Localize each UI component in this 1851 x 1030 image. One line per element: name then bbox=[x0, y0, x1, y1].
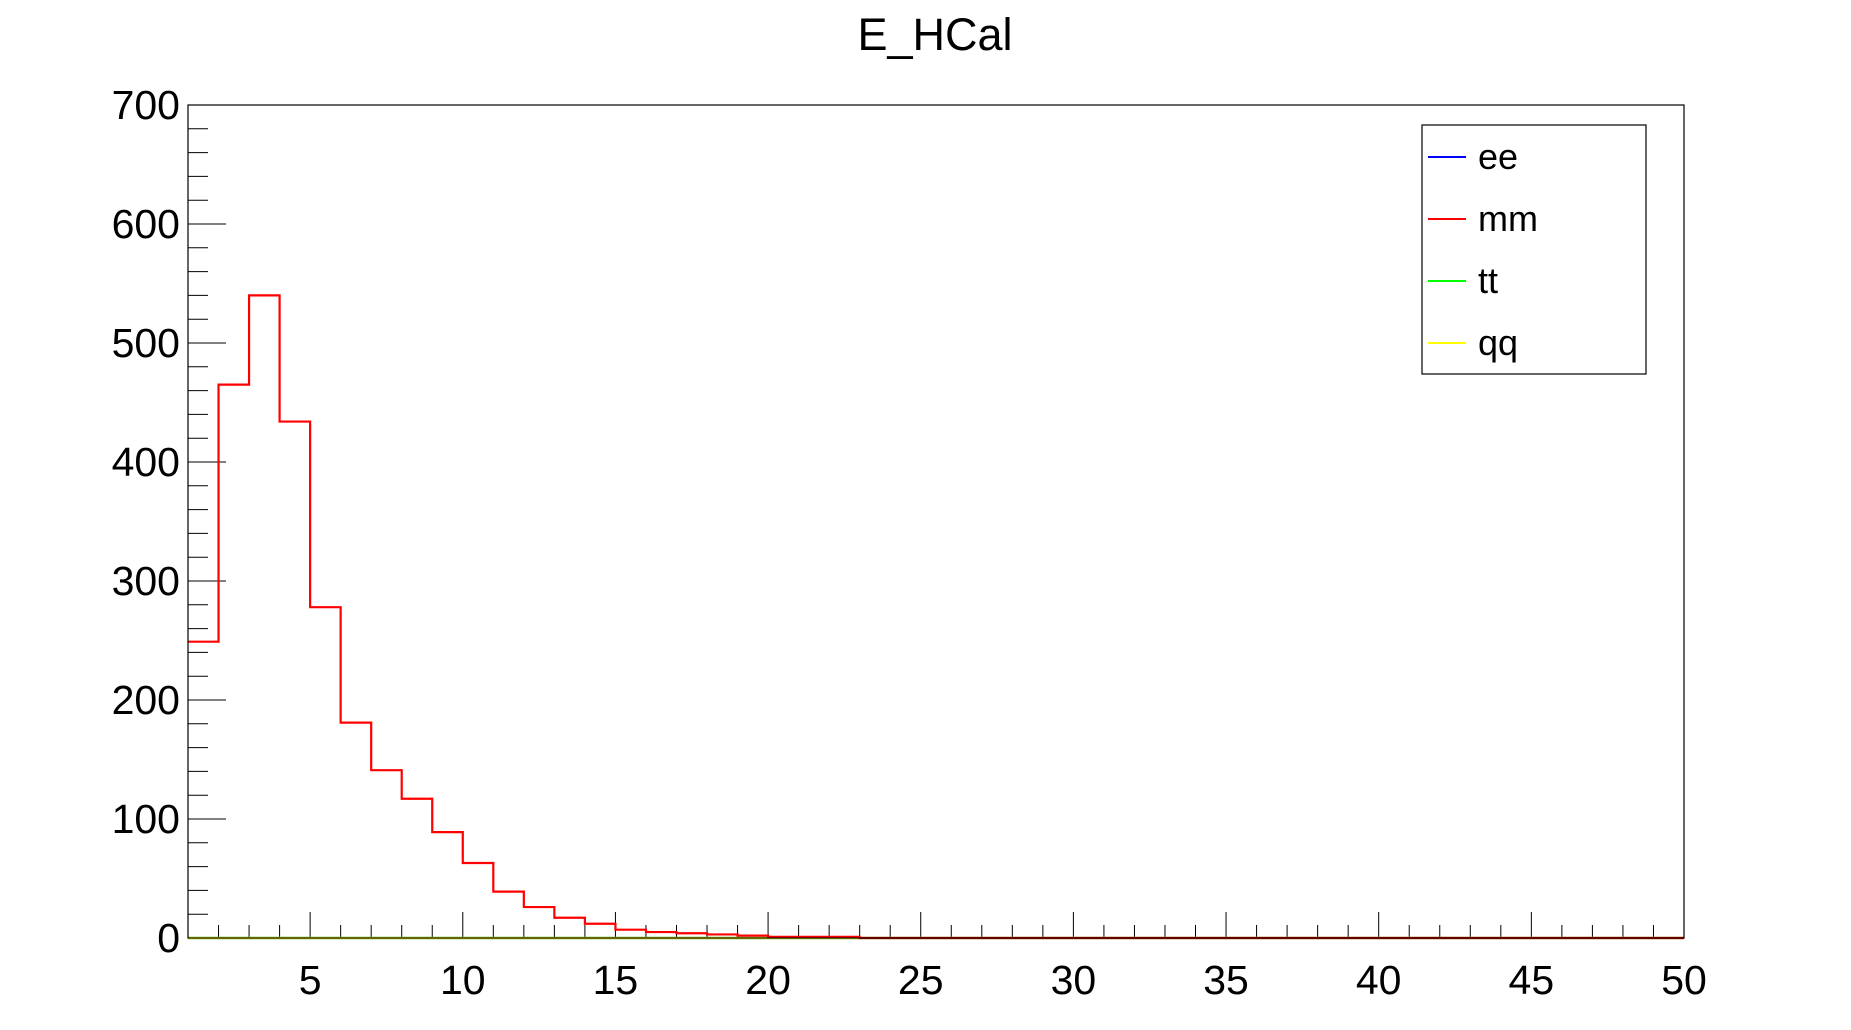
legend-box bbox=[1421, 124, 1647, 375]
x-tick-label: 10 bbox=[440, 957, 486, 1003]
y-tick-label: 300 bbox=[112, 558, 180, 604]
legend-label-qq: qq bbox=[1478, 322, 1518, 363]
x-tick-label: 40 bbox=[1356, 957, 1402, 1003]
chart-title: E_HCal bbox=[857, 9, 1012, 60]
x-tick-label: 25 bbox=[898, 957, 944, 1003]
x-tick-label: 45 bbox=[1509, 957, 1555, 1003]
y-tick-label: 700 bbox=[112, 82, 180, 128]
x-tick-label: 50 bbox=[1661, 957, 1707, 1003]
legend-label-mm: mm bbox=[1478, 198, 1538, 239]
x-tick-label: 15 bbox=[593, 957, 639, 1003]
y-tick-label: 600 bbox=[112, 201, 180, 247]
y-tick-label: 400 bbox=[112, 439, 180, 485]
x-tick-label: 20 bbox=[745, 957, 791, 1003]
y-tick-label: 200 bbox=[112, 677, 180, 723]
y-tick-label: 500 bbox=[112, 320, 180, 366]
y-tick-label: 100 bbox=[112, 796, 180, 842]
axes-group: 0 100 200 300 400 500 600 700 5 10 15 20 25 30 35 40 45 5… bbox=[112, 82, 1707, 1003]
plot-frame bbox=[187, 104, 1685, 939]
y-tick-label: 0 bbox=[157, 915, 180, 961]
x-tick-label: 30 bbox=[1051, 957, 1097, 1003]
legend-label-ee: ee bbox=[1478, 136, 1518, 177]
legend-label-tt: tt bbox=[1478, 260, 1498, 301]
legend: ee mm tt qq bbox=[1421, 124, 1647, 375]
x-tick-label: 35 bbox=[1203, 957, 1249, 1003]
x-tick-label: 5 bbox=[299, 957, 322, 1003]
